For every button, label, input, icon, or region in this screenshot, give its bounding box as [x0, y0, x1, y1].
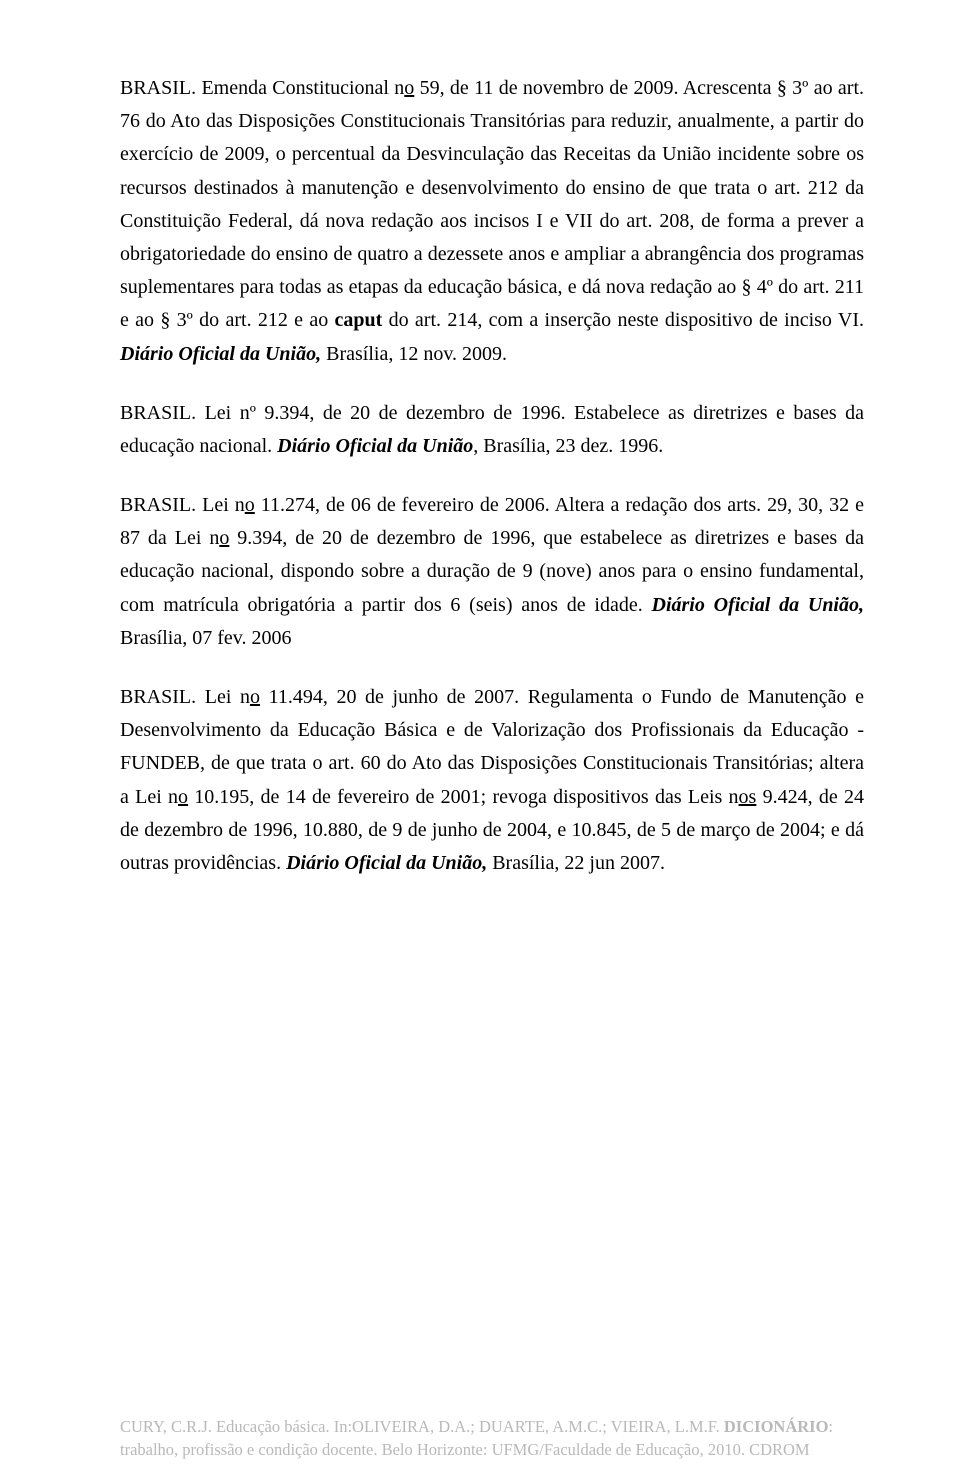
- text-segment: Brasília, 22 jun 2007.: [487, 852, 665, 874]
- reference-paragraph: BRASIL. Emenda Constitucional no 59, de …: [120, 72, 864, 371]
- text-segment: Diário Oficial da União,: [120, 343, 321, 365]
- reference-paragraph: BRASIL. Lei nº 9.394, de 20 de dezembro …: [120, 397, 864, 463]
- body-content: BRASIL. Emenda Constitucional no 59, de …: [120, 72, 864, 880]
- text-segment: Diário Oficial da União,: [652, 594, 864, 616]
- text-segment: o: [245, 494, 255, 516]
- text-segment: os: [739, 786, 757, 808]
- text-segment: o: [219, 527, 229, 549]
- text-segment: , Brasília, 23 dez. 1996.: [473, 435, 663, 457]
- footer-citation: CURY, C.R.J. Educação básica. In:OLIVEIR…: [120, 1416, 864, 1461]
- text-segment: BRASIL. Emenda Constitucional n: [120, 77, 404, 99]
- text-segment: Diário Oficial da União,: [286, 852, 487, 874]
- text-segment: caput: [335, 309, 383, 331]
- text-segment: Brasília, 07 fev. 2006: [120, 627, 291, 649]
- text-segment: Diário Oficial da União: [277, 435, 473, 457]
- text-segment: Brasília, 12 nov. 2009.: [321, 343, 507, 365]
- text-segment: DICIONÁRIO: [724, 1417, 829, 1436]
- document-page: BRASIL. Emenda Constitucional no 59, de …: [0, 0, 960, 1481]
- text-segment: BRASIL. Lei n: [120, 494, 245, 516]
- reference-paragraph: BRASIL. Lei no 11.494, 20 de junho de 20…: [120, 681, 864, 880]
- text-segment: BRASIL. Lei n: [120, 686, 250, 708]
- text-segment: 59, de 11 de novembro de 2009. Acrescent…: [120, 77, 864, 331]
- text-segment: o: [250, 686, 260, 708]
- text-segment: 10.195, de 14 de fevereiro de 2001; revo…: [188, 786, 739, 808]
- reference-paragraph: BRASIL. Lei no 11.274, de 06 de fevereir…: [120, 489, 864, 655]
- text-segment: o: [404, 77, 414, 99]
- text-segment: do art. 214, com a inserção neste dispos…: [382, 309, 864, 331]
- text-segment: CURY, C.R.J. Educação básica. In:OLIVEIR…: [120, 1417, 724, 1436]
- text-segment: o: [178, 786, 188, 808]
